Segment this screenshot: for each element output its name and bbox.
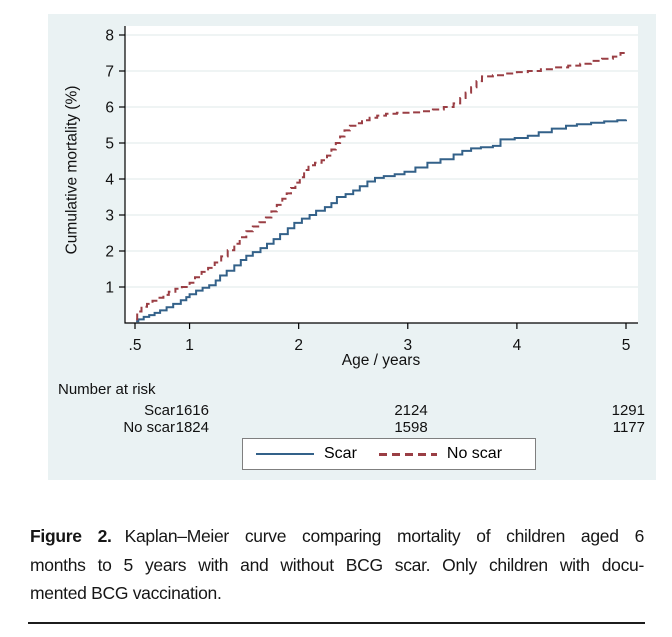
y-axis-title: Cumulative mortality (%) xyxy=(63,85,81,255)
figure-caption: Figure 2. Kaplan–Meier curve comparing mo… xyxy=(30,522,644,608)
at-risk-row-label-scar: Scar xyxy=(144,402,175,419)
legend-no-scar-line-sample xyxy=(378,452,437,456)
legend-scar-line-sample xyxy=(256,453,314,455)
caption-line-1: Figure 2. Kaplan–Meier curve comparing mo… xyxy=(30,522,644,551)
y-tick-label-2: 2 xyxy=(105,244,114,261)
series-scar xyxy=(136,119,627,323)
caption-figure-label: Figure 2. xyxy=(30,526,112,546)
figure-panel: 1 2 3 4 5 6 7 8 .5 1 2 3 4 5 xyxy=(48,14,656,480)
series-no-scar xyxy=(136,51,627,321)
at-risk-no-scar-t1: 1824 xyxy=(175,419,209,436)
km-chart: 1 2 3 4 5 6 7 8 .5 1 2 3 4 5 xyxy=(105,26,638,354)
y-tick-label-1: 1 xyxy=(105,280,114,297)
y-tick-label-3: 3 xyxy=(105,208,114,225)
axis-lines xyxy=(124,26,638,324)
x-tick-label-3: 3 xyxy=(403,337,412,354)
caption-line-2: months to 5 years with and without BCG s… xyxy=(30,554,644,575)
at-risk-no-scar-t3: 1177 xyxy=(612,419,645,436)
y-tick-label-6: 6 xyxy=(105,100,114,117)
number-at-risk-header: Number at risk xyxy=(58,381,156,398)
at-risk-scar-t1: 1616 xyxy=(175,402,209,419)
x-tick-label-1: 1 xyxy=(185,337,194,354)
y-tick-label-4: 4 xyxy=(105,172,114,189)
caption-line-1-text: Kaplan–Meier curve comparing mortality o… xyxy=(124,526,645,546)
x-tick-label-2: 2 xyxy=(294,337,303,354)
x-tick-label-5: 5 xyxy=(622,337,631,354)
y-tick-label-8: 8 xyxy=(105,28,114,45)
legend-no-scar-label: No scar xyxy=(446,445,503,462)
at-risk-row-label-no-scar: No scar xyxy=(123,419,175,436)
chart-legend: Scar No scar xyxy=(242,438,536,470)
x-axis-title: Age / years xyxy=(341,352,421,369)
x-tick-label-4: 4 xyxy=(513,337,522,354)
plot-area xyxy=(125,26,638,323)
at-risk-scar-t2: 2124 xyxy=(394,402,428,419)
y-tick-label-7: 7 xyxy=(105,64,114,81)
bottom-divider-rule xyxy=(28,622,645,624)
at-risk-scar-t3: 1291 xyxy=(611,402,645,419)
legend-scar-label: Scar xyxy=(324,445,357,462)
y-tick-label-5: 5 xyxy=(105,136,114,153)
x-tick-label-0.5: .5 xyxy=(129,337,142,354)
at-risk-no-scar-t2: 1598 xyxy=(394,419,428,436)
caption-line-3: mented BCG vaccination. xyxy=(30,583,222,603)
